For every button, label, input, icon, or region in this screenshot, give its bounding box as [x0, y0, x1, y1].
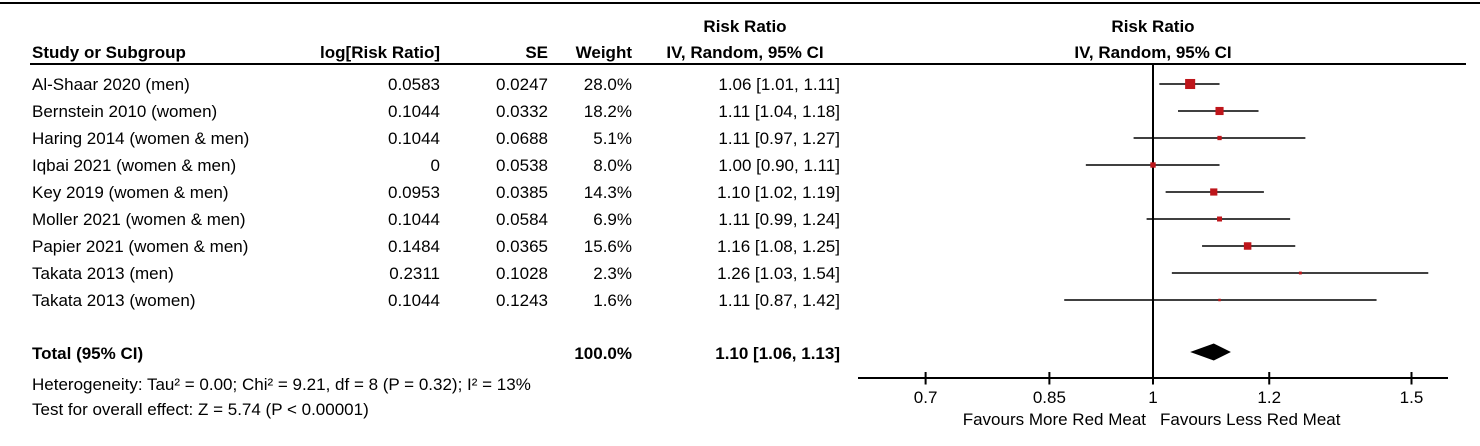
cell-se: 0.0247	[496, 74, 548, 94]
cell-study: Takata 2013 (women)	[32, 290, 196, 310]
total-diamond	[1190, 343, 1231, 361]
heterogeneity-note: Heterogeneity: Tau² = 0.00; Chi² = 9.21,…	[32, 375, 531, 394]
effect-marker	[1185, 78, 1196, 90]
favours-left-label: Favours More Red Meat	[963, 410, 1147, 429]
cell-study: Bernstein 2010 (women)	[32, 101, 218, 121]
total-weight: 100.0%	[574, 344, 632, 363]
cell-log_rr: 0.1044	[388, 128, 440, 148]
cell-se: 0.0332	[496, 101, 548, 121]
col-header-study: Study or Subgroup	[32, 43, 186, 62]
cell-se: 0.1243	[496, 290, 548, 310]
cell-se: 0.0365	[496, 236, 548, 256]
cell-study: Al-Shaar 2020 (men)	[32, 74, 190, 94]
cell-ci: 1.11 [0.87, 1.42]	[718, 290, 840, 310]
cell-study: Key 2019 (women & men)	[32, 182, 229, 202]
table-row: Takata 2013 (men) 0.2311 0.1028 2.3% 1.26 [1…	[0, 260, 900, 287]
cell-ci: 1.11 [0.99, 1.24]	[718, 209, 840, 229]
table-row: Iqbai 2021 (women & men) 0 0.0538 8.0% 1.00 …	[0, 152, 900, 179]
effect-marker	[1218, 298, 1221, 302]
cell-log_rr: 0.0953	[388, 182, 440, 202]
cell-se: 0.0584	[496, 209, 548, 229]
cell-weight: 14.3%	[583, 182, 632, 202]
cell-log_rr: 0.1044	[388, 101, 440, 121]
table-row: Haring 2014 (women & men) 0.1044 0.0688 5.1…	[0, 125, 900, 152]
table-row: Al-Shaar 2020 (men) 0.0583 0.0247 28.0% 1.06…	[0, 71, 900, 98]
cell-weight: 5.1%	[593, 128, 632, 148]
cell-study: Haring 2014 (women & men)	[32, 128, 250, 148]
cell-weight: 6.9%	[593, 209, 632, 229]
effect-marker	[1210, 188, 1218, 196]
axis-tick-label: 1	[1148, 388, 1157, 407]
favours-right-label: Favours Less Red Meat	[1160, 410, 1341, 429]
effect-marker	[1150, 162, 1156, 168]
cell-ci: 1.11 [1.04, 1.18]	[718, 101, 840, 121]
overall-effect-note: Test for overall effect: Z = 5.74 (P < 0…	[32, 400, 369, 419]
col-header-weight: Weight	[575, 43, 632, 62]
effect-marker	[1243, 242, 1252, 250]
cell-study: Takata 2013 (men)	[32, 263, 174, 283]
cell-se: 0.0688	[496, 128, 548, 148]
effect-marker	[1217, 216, 1223, 222]
cell-study: Moller 2021 (women & men)	[32, 209, 246, 229]
cell-ci: 1.16 [1.08, 1.25]	[717, 236, 840, 256]
table-row: Papier 2021 (women & men) 0.1484 0.0365 15.…	[0, 233, 900, 260]
cell-weight: 8.0%	[593, 155, 632, 175]
table-row: Bernstein 2010 (women) 0.1044 0.0332 18.2% 1…	[0, 98, 900, 125]
cell-se: 0.0538	[496, 155, 548, 175]
cell-study: Iqbai 2021 (women & men)	[32, 155, 237, 175]
cell-ci: 1.11 [0.97, 1.27]	[718, 128, 840, 148]
axis-tick-label: 0.7	[914, 388, 938, 407]
axis-tick-label: 1.5	[1400, 388, 1424, 407]
total-ci: 1.10 [1.06, 1.13]	[715, 344, 840, 363]
col-header-log-risk-ratio: log[Risk Ratio]	[320, 43, 440, 62]
cell-se: 0.1028	[496, 263, 548, 283]
cell-weight: 18.2%	[583, 101, 632, 121]
total-row: Total (95% CI) 100.0% 1.10 [1.06, 1.13]	[0, 340, 900, 367]
table-effect-title: Risk Ratio	[703, 17, 787, 36]
cell-log_rr: 0.1484	[388, 236, 440, 256]
cell-ci: 1.26 [1.03, 1.54]	[717, 263, 840, 283]
effect-marker	[1298, 271, 1302, 275]
cell-log_rr: 0.1044	[388, 209, 440, 229]
top-border-rule	[0, 2, 1480, 4]
cell-weight: 2.3%	[593, 263, 632, 283]
cell-weight: 28.0%	[583, 74, 632, 94]
axis-tick-label: 0.85	[1033, 388, 1066, 407]
total-label: Total (95% CI)	[32, 344, 144, 363]
cell-log_rr: 0.0583	[388, 74, 440, 94]
plot-header-effect-title: Risk Ratio	[1111, 17, 1195, 36]
cell-se: 0.0385	[496, 182, 548, 202]
table-row: Takata 2013 (women) 0.1044 0.1243 1.6% 1.11 …	[0, 287, 900, 314]
cell-weight: 15.6%	[583, 236, 632, 256]
cell-log_rr: 0.1044	[388, 290, 440, 310]
cell-log_rr: 0.2311	[389, 263, 440, 283]
plot-header-model: IV, Random, 95% CI	[1074, 43, 1232, 62]
table-row: Moller 2021 (women & men) 0.1044 0.0584 6.9…	[0, 206, 900, 233]
header-underline-rule	[30, 63, 1466, 65]
cell-ci: 1.10 [1.02, 1.19]	[717, 182, 840, 202]
cell-log_rr: 0	[430, 155, 440, 175]
cell-weight: 1.6%	[593, 290, 632, 310]
cell-ci: 1.06 [1.01, 1.11]	[718, 74, 840, 94]
col-header-ci: IV, Random, 95% CI	[666, 43, 824, 62]
table-row: Key 2019 (women & men) 0.0953 0.0385 14.3% 1…	[0, 179, 900, 206]
effect-marker	[1215, 106, 1224, 116]
axis-tick-label: 1.2	[1257, 388, 1281, 407]
cell-study: Papier 2021 (women & men)	[32, 236, 249, 256]
col-header-se: SE	[525, 43, 548, 62]
cell-ci: 1.00 [0.90, 1.11]	[718, 155, 840, 175]
effect-marker	[1217, 135, 1222, 141]
